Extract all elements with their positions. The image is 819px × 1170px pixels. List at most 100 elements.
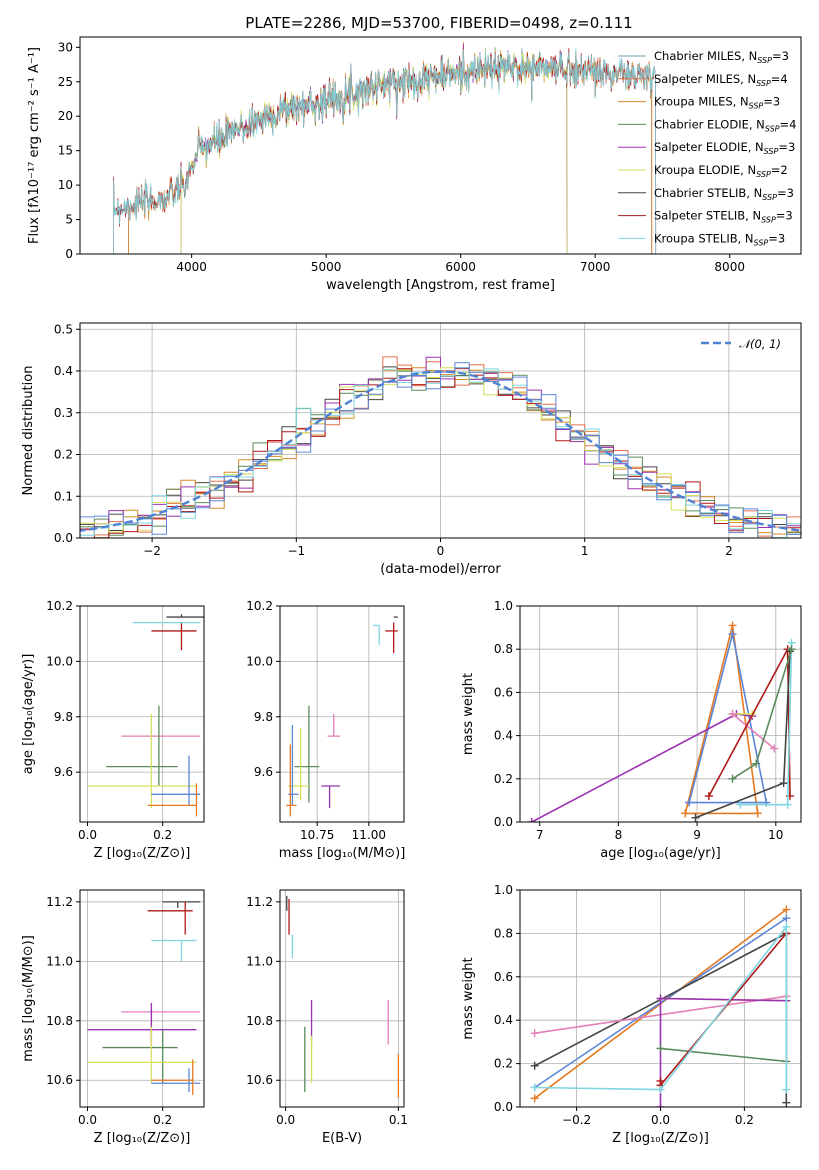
y-tick-label: 25 xyxy=(58,75,73,89)
y-tick-label: 0.5 xyxy=(54,322,73,336)
y-tick-label: 0.6 xyxy=(494,970,513,984)
residual-histogram xyxy=(80,362,801,538)
weight-line xyxy=(659,997,787,1107)
y-tick-label: 11.0 xyxy=(46,954,73,968)
x-tick-label: 0.2 xyxy=(153,828,172,842)
gaussian-curve xyxy=(80,370,801,532)
weight-point xyxy=(728,774,737,783)
weight-point xyxy=(656,994,665,1003)
x-axis-label: E(B-V) xyxy=(322,1131,362,1146)
y-tick-label: 5 xyxy=(65,213,73,227)
legend-entry: Chabrier ELODIE, NSSP=4 xyxy=(654,117,796,133)
x-tick-label: 0.1 xyxy=(389,1113,408,1127)
weight-point xyxy=(783,800,792,809)
spectrum-panel: 4000 5000 6000 7000 8000 0 5 10 15 20 25 30 waveleng… xyxy=(27,36,802,293)
x-tick-label: −0.2 xyxy=(562,1113,591,1127)
weight-point xyxy=(736,800,745,809)
x-axis-label: Z [log₁₀(Z/Z⊙)] xyxy=(94,1131,191,1146)
x-tick-label: 0.0 xyxy=(78,828,97,842)
weight-vs-age-panel: 7 8 9 10 0.0 0.2 0.4 0.6 0.8 1.0 age [log₁₀(age/yr… xyxy=(461,599,802,861)
y-tick-label: 9.8 xyxy=(54,710,73,724)
y-tick-label: 0.0 xyxy=(494,815,513,829)
spectrum-line xyxy=(113,48,657,254)
y-tick-label: 0.4 xyxy=(54,364,73,378)
weight-point xyxy=(656,1085,665,1094)
y-tick-label: 9.6 xyxy=(254,765,273,779)
y-tick-label: 11.2 xyxy=(46,895,73,909)
x-axis-label: wavelength [Angstrom, rest frame] xyxy=(326,278,555,293)
weight-point xyxy=(656,1103,665,1107)
y-tick-label: 11.0 xyxy=(246,954,273,968)
age-vs-z-marks xyxy=(87,614,204,817)
weight-point xyxy=(685,798,694,807)
weight-point xyxy=(527,818,536,822)
weight-point xyxy=(782,1098,791,1107)
y-tick-label: 0.0 xyxy=(54,531,73,545)
mass-vs-ebv-panel: 0.0 0.1 10.6 10.8 11.0 11.2 E(B-V) xyxy=(246,889,408,1146)
y-tick-label: 0.4 xyxy=(494,729,513,743)
legend-entry: 𝒩(0, 1) xyxy=(739,337,781,351)
weight-point xyxy=(530,1061,539,1070)
y-tick-label: 15 xyxy=(58,144,73,158)
y-tick-label: 10.2 xyxy=(46,599,73,613)
residuals-panel: −2 −1 0 1 2 0.0 0.1 0.2 0.3 0.4 0.5 (data-model)/er… xyxy=(21,322,802,577)
x-tick-label: 11.00 xyxy=(352,828,386,842)
x-tick-label: −1 xyxy=(287,544,305,558)
y-tick-label: 30 xyxy=(58,40,73,54)
y-axis-label: mass weight xyxy=(461,673,476,755)
y-tick-label: 11.2 xyxy=(246,895,273,909)
x-tick-label: 9 xyxy=(693,828,701,842)
legend-entry: Kroupa MILES, NSSP=3 xyxy=(654,95,780,111)
y-tick-label: 10.6 xyxy=(246,1073,273,1087)
x-tick-label: 10.75 xyxy=(300,828,334,842)
y-tick-label: 1.0 xyxy=(494,599,513,613)
weight-point xyxy=(782,914,791,923)
y-tick-label: 0.0 xyxy=(494,1100,513,1114)
x-tick-label: 2 xyxy=(725,544,733,558)
y-tick-label: 0.4 xyxy=(494,1013,513,1027)
y-tick-label: 0.8 xyxy=(494,926,513,940)
spectrum-line xyxy=(180,48,568,254)
x-tick-label: 0 xyxy=(437,544,445,558)
mass-vs-z-marks xyxy=(87,901,201,1096)
weight-point xyxy=(782,905,791,914)
x-tick-label: 8 xyxy=(615,828,623,842)
weight-point xyxy=(779,779,788,788)
y-tick-label: 0.3 xyxy=(54,406,73,420)
weight-point xyxy=(530,1083,539,1092)
residuals-marks xyxy=(80,356,801,538)
weight-line xyxy=(688,633,768,804)
y-tick-label: 0.1 xyxy=(54,489,73,503)
y-tick-label: 0.2 xyxy=(54,448,73,462)
weight-point xyxy=(787,645,796,654)
y-tick-label: 10.2 xyxy=(246,599,273,613)
weight-vs-z-panel: −0.2 0.0 0.2 0.0 0.2 0.4 0.6 0.8 1.0 Z [log₁₀(Z/Z… xyxy=(461,883,802,1146)
y-tick-label: 10.0 xyxy=(46,654,73,668)
x-tick-label: −2 xyxy=(143,544,161,558)
weight-line xyxy=(731,713,775,750)
weight-vs-age-marks xyxy=(527,621,796,822)
x-tick-label: 4000 xyxy=(176,260,207,274)
age-vs-mass-marks xyxy=(286,616,398,817)
x-axis-label: (data-model)/error xyxy=(380,562,501,577)
spectrum-frame xyxy=(79,36,802,255)
weight-point xyxy=(681,809,690,818)
spectrum-marks xyxy=(113,41,657,254)
age-vs-mass-panel: 10.75 11.00 9.6 9.8 10.0 10.2 mass [log₁₀(M/M⊙… xyxy=(246,599,405,861)
x-tick-label: 0.2 xyxy=(153,1113,172,1127)
weight-vs-age-frame xyxy=(519,605,802,823)
y-tick-label: 20 xyxy=(58,109,73,123)
weight-point xyxy=(728,621,737,630)
weight-point xyxy=(656,1044,665,1053)
y-axis-label: Flux [fλ10⁻¹⁷ erg cm⁻² s⁻¹ A⁻¹] xyxy=(27,47,42,244)
weight-point xyxy=(728,710,737,718)
weight-point xyxy=(752,759,761,768)
mass-vs-z-frame xyxy=(79,889,205,1108)
y-axis-label: Normed distribution xyxy=(21,366,36,496)
weight-point xyxy=(704,792,713,801)
y-tick-label: 1.0 xyxy=(494,883,513,897)
age-vs-z-panel: 0.0 0.2 9.6 9.8 10.0 10.2 Z [log₁₀(Z/Z⊙)] age [… xyxy=(21,599,205,861)
y-tick-label: 9.6 xyxy=(54,765,73,779)
x-tick-label: 0.0 xyxy=(651,1113,670,1127)
